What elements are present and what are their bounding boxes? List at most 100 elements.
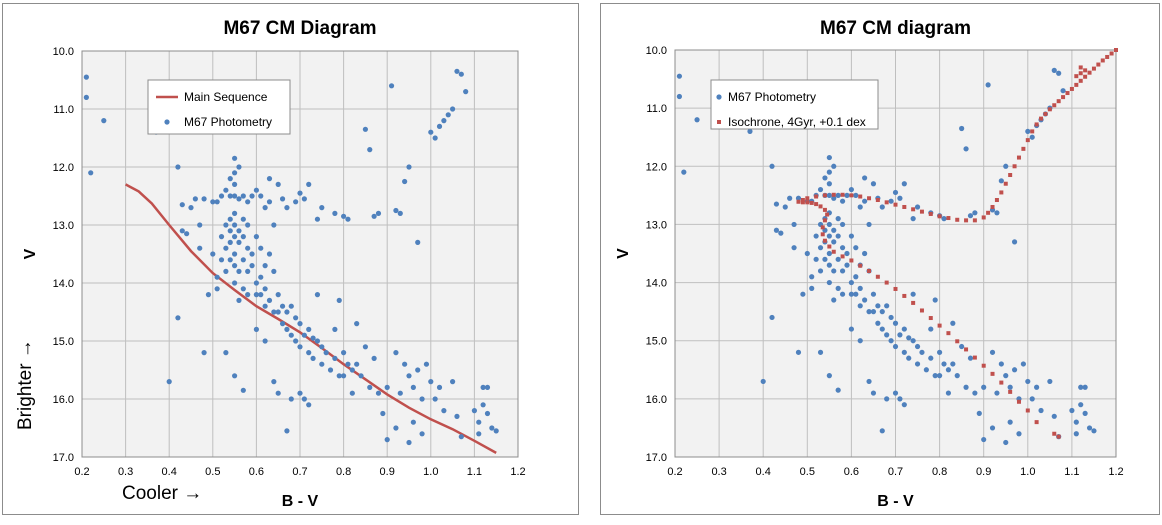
photometry-point bbox=[676, 73, 683, 79]
photometry-point bbox=[197, 222, 203, 228]
photometry-point bbox=[223, 187, 229, 193]
chart-title: M67 CM Diagram bbox=[223, 18, 376, 39]
x-tick-label: 0.9 bbox=[976, 466, 991, 478]
photometry-point bbox=[375, 390, 382, 396]
x-tick-label: 0.5 bbox=[800, 466, 815, 478]
photometry-point bbox=[175, 315, 181, 321]
photometry-point bbox=[218, 257, 225, 263]
photometry-point bbox=[778, 230, 784, 236]
photometry-point bbox=[857, 338, 863, 344]
cm-diagram-right: 0.2 0.3 0.4 0.5 0.6 0.7 0.8 0.9 1.0 1.1 1.2 10.0 11.… bbox=[615, 18, 1124, 510]
photometry-point bbox=[441, 408, 447, 414]
photometry-point bbox=[831, 227, 837, 233]
photometry-point bbox=[769, 163, 775, 169]
photometry-point bbox=[831, 268, 837, 274]
isochrone-point bbox=[1096, 62, 1101, 67]
photometry-point bbox=[914, 361, 921, 367]
photometry-point bbox=[888, 314, 894, 321]
x-tick-label: 1.1 bbox=[1064, 466, 1079, 478]
isochrone-point bbox=[1043, 111, 1048, 116]
photometry-point bbox=[1082, 410, 1088, 416]
photometry-point bbox=[985, 82, 991, 88]
x-tick-label: 0.2 bbox=[667, 466, 682, 478]
photometry-point bbox=[310, 335, 316, 341]
photometry-point bbox=[822, 175, 828, 181]
photometry-point bbox=[747, 128, 753, 134]
photometry-point bbox=[835, 256, 841, 262]
photometry-point bbox=[319, 344, 325, 350]
photometry-point bbox=[201, 350, 207, 356]
photometry-point bbox=[262, 263, 268, 269]
photometry-point bbox=[835, 387, 841, 393]
photometry-point bbox=[284, 326, 290, 332]
photometry-point bbox=[875, 320, 881, 326]
isochrone-point bbox=[1016, 155, 1021, 160]
photometry-point bbox=[782, 204, 788, 210]
isochrone-point bbox=[1008, 173, 1013, 178]
photometry-point bbox=[848, 291, 854, 297]
x-tick-label: 0.8 bbox=[932, 466, 947, 478]
isochrone-point bbox=[1105, 54, 1110, 59]
photometry-point bbox=[384, 384, 390, 390]
isochrone-point bbox=[875, 198, 880, 203]
isochrone-point bbox=[981, 215, 986, 220]
photometry-point bbox=[232, 222, 238, 228]
x-tick-label: 0.9 bbox=[380, 466, 395, 478]
photometry-point bbox=[866, 378, 872, 385]
isochrone-point bbox=[946, 331, 951, 336]
photometry-point bbox=[306, 326, 312, 332]
photometry-point bbox=[791, 221, 797, 228]
isochrone-point bbox=[937, 323, 942, 328]
photometry-point bbox=[253, 280, 259, 286]
isochrone-point bbox=[805, 200, 810, 205]
photometry-point bbox=[271, 268, 277, 274]
photometry-point bbox=[380, 410, 386, 417]
photometry-point bbox=[227, 228, 233, 234]
photometry-point bbox=[826, 262, 832, 268]
photometry-point bbox=[998, 361, 1004, 367]
isochrone-point bbox=[928, 211, 933, 216]
y-tick-label: 11.0 bbox=[53, 104, 74, 116]
photometry-point bbox=[848, 233, 854, 239]
isochrone-point bbox=[1008, 389, 1013, 394]
main-sequence-line bbox=[125, 183, 497, 454]
photometry-point bbox=[245, 268, 251, 274]
legend-label: Isochrone, 4Gyr, +0.1 dex bbox=[728, 115, 866, 129]
photometry-point bbox=[197, 245, 203, 251]
photometry-point bbox=[271, 309, 277, 315]
x-tick-label: 0.6 bbox=[844, 466, 859, 478]
photometry-point bbox=[835, 233, 841, 239]
photometry-point bbox=[480, 384, 486, 390]
photometry-point bbox=[941, 216, 947, 222]
photometry-point bbox=[817, 349, 824, 355]
photometry-point bbox=[826, 233, 832, 239]
photometry-point bbox=[184, 231, 190, 237]
photometry-point bbox=[293, 315, 299, 321]
photometry-point bbox=[972, 210, 978, 216]
photometry-point bbox=[279, 196, 286, 202]
photometry-point bbox=[284, 309, 290, 315]
photometry-point bbox=[945, 367, 952, 373]
photometry-point bbox=[879, 309, 885, 315]
isochrone-point bbox=[990, 371, 995, 376]
photometry-point bbox=[1069, 407, 1075, 414]
photometry-point bbox=[853, 274, 859, 280]
photometry-point bbox=[480, 402, 486, 408]
photometry-point bbox=[773, 201, 780, 207]
photometry-point bbox=[214, 286, 220, 292]
photometry-point bbox=[897, 396, 903, 402]
photometry-point bbox=[227, 257, 233, 263]
x-tick-label: 1.2 bbox=[510, 466, 525, 478]
x-tick-label: 0.7 bbox=[888, 466, 903, 478]
photometry-point bbox=[245, 199, 251, 205]
photometry-point bbox=[349, 390, 355, 396]
isochrone-point bbox=[805, 196, 810, 201]
photometry-point bbox=[266, 297, 273, 303]
photometry-point bbox=[362, 344, 368, 350]
photometry-point bbox=[760, 378, 766, 385]
photometry-point bbox=[210, 199, 216, 205]
photometry-point bbox=[179, 228, 185, 234]
isochrone-point bbox=[822, 207, 827, 212]
photometry-point bbox=[976, 410, 982, 416]
photometry-point bbox=[262, 205, 268, 211]
